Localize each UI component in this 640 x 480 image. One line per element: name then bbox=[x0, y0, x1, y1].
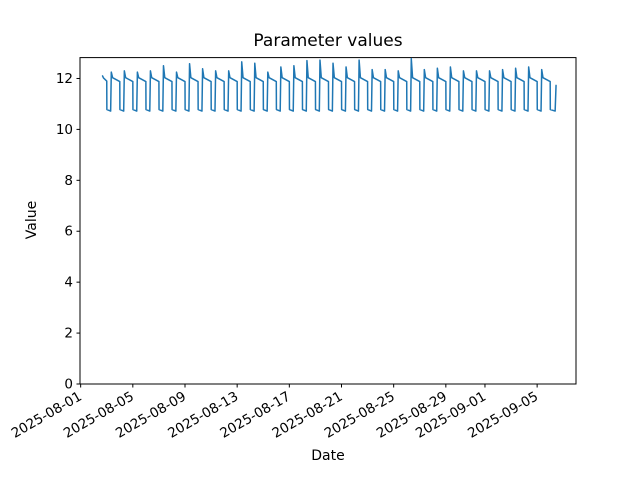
y-tick-label: 6 bbox=[64, 224, 73, 240]
data-series bbox=[101, 57, 557, 112]
axes-frame bbox=[79, 57, 577, 385]
y-tick-label: 2 bbox=[64, 326, 73, 342]
y-tick-label: 0 bbox=[64, 377, 73, 393]
x-axis-label: Date bbox=[311, 448, 345, 464]
y-tick-label: 8 bbox=[64, 173, 73, 189]
plot-area bbox=[79, 57, 577, 385]
parameter-values-line bbox=[101, 57, 557, 112]
y-tick-label: 4 bbox=[64, 275, 73, 291]
y-axis-ticks: 0 2 4 6 8 10 12 bbox=[56, 71, 80, 393]
x-axis-ticks: 2025-08-012025-08-052025-08-092025-08-13… bbox=[9, 384, 541, 442]
y-tick-label: 12 bbox=[56, 71, 73, 87]
chart-title: Parameter values bbox=[253, 31, 403, 51]
y-tick-label: 10 bbox=[56, 122, 73, 138]
